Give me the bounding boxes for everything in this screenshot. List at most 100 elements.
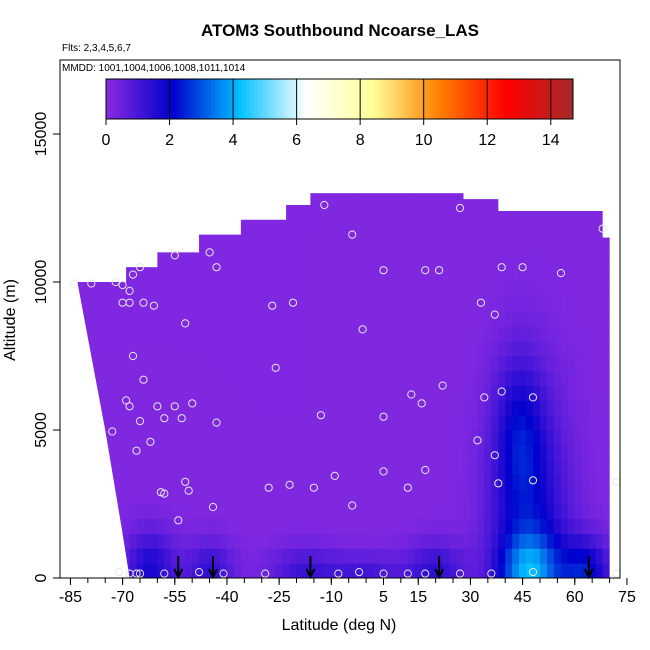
field-cell (498, 400, 506, 416)
field-cell (261, 415, 270, 431)
field-cell (226, 400, 235, 416)
field-cell (505, 400, 513, 416)
field-cell (588, 444, 597, 460)
field-cell (136, 400, 144, 416)
field-cell (80, 296, 89, 312)
colorbar-segment (436, 79, 442, 119)
field-cell (435, 385, 444, 401)
field-cell (435, 296, 444, 312)
field-cell (178, 282, 186, 298)
field-cell (393, 385, 402, 401)
field-cell (560, 341, 569, 357)
field-cell (505, 444, 513, 460)
field-cell (213, 489, 221, 505)
field-cell (449, 385, 457, 401)
field-cell (512, 341, 520, 357)
field-cell (421, 430, 430, 446)
field-cell (136, 415, 144, 431)
field-cell (560, 430, 569, 446)
field-cell (414, 356, 423, 372)
colorbar-segment (506, 79, 512, 119)
field-cell (143, 459, 151, 475)
field-cell (150, 459, 158, 475)
colorbar-segment (156, 79, 161, 119)
field-cell (505, 370, 513, 386)
colorbar-segment (565, 79, 570, 119)
field-cell (164, 311, 172, 327)
field-cell (77, 400, 82, 416)
sample-point (181, 319, 190, 328)
field-cell (275, 237, 284, 253)
field-cell (505, 326, 513, 342)
field-cell (157, 193, 165, 194)
field-cell (226, 356, 235, 372)
field-cell (407, 533, 416, 549)
field-cell (226, 533, 235, 549)
field-cell (226, 474, 235, 490)
field-cell (94, 563, 103, 578)
field-cell (324, 459, 332, 475)
field-cell (94, 459, 103, 475)
field-cell (178, 518, 186, 534)
field-cell (226, 237, 235, 253)
field-cell (282, 311, 290, 327)
field-cell (275, 444, 284, 460)
field-cell (588, 459, 597, 475)
sample-point (494, 479, 503, 488)
field-cell (87, 518, 96, 534)
field-cell (533, 533, 541, 549)
field-cell (240, 563, 249, 578)
field-cell (77, 296, 82, 312)
field-cell (199, 444, 207, 460)
field-cell (581, 193, 590, 194)
sample-point (118, 280, 127, 290)
field-cell (296, 193, 304, 209)
field-cell (560, 208, 569, 224)
field-cell (526, 459, 534, 475)
field-cell (567, 430, 576, 446)
field-cell (136, 459, 144, 475)
sample-point (403, 569, 412, 578)
field-cell (157, 252, 165, 268)
field-cell (247, 193, 256, 209)
field-cell (435, 341, 444, 357)
field-cell (449, 326, 457, 342)
field-cell (331, 459, 339, 475)
field-cell (449, 356, 457, 372)
field-cell (254, 563, 263, 578)
field-cell (602, 341, 610, 357)
field-cell (233, 370, 242, 386)
field-cell (199, 400, 207, 416)
field-cell (512, 400, 520, 416)
field-cell (540, 444, 548, 460)
field-cell (393, 415, 402, 431)
field-cell (150, 444, 158, 460)
field-cell (519, 385, 527, 401)
field-cell (185, 267, 193, 283)
field-cell (108, 237, 117, 253)
colorbar-segment (191, 79, 197, 119)
field-cell (386, 400, 395, 416)
field-cell (101, 222, 110, 238)
field-cell (512, 444, 520, 460)
field-cell (247, 237, 256, 253)
field-cell (540, 237, 548, 253)
field-cell (546, 208, 555, 224)
field-cell (574, 296, 583, 312)
field-cell (254, 311, 263, 327)
field-cell (136, 474, 144, 490)
field-cell (178, 370, 186, 386)
field-cell (512, 222, 520, 238)
field-cell (470, 400, 478, 416)
field-cell (206, 222, 214, 238)
field-cell (414, 504, 423, 520)
field-cell (268, 518, 277, 534)
field-cell (407, 385, 416, 401)
field-cell (310, 504, 318, 520)
field-cell (254, 193, 263, 194)
field-cell (143, 504, 151, 520)
field-cell (80, 252, 89, 268)
colorbar-segment (483, 79, 488, 119)
field-cell (199, 237, 207, 253)
field-cell (463, 444, 471, 460)
